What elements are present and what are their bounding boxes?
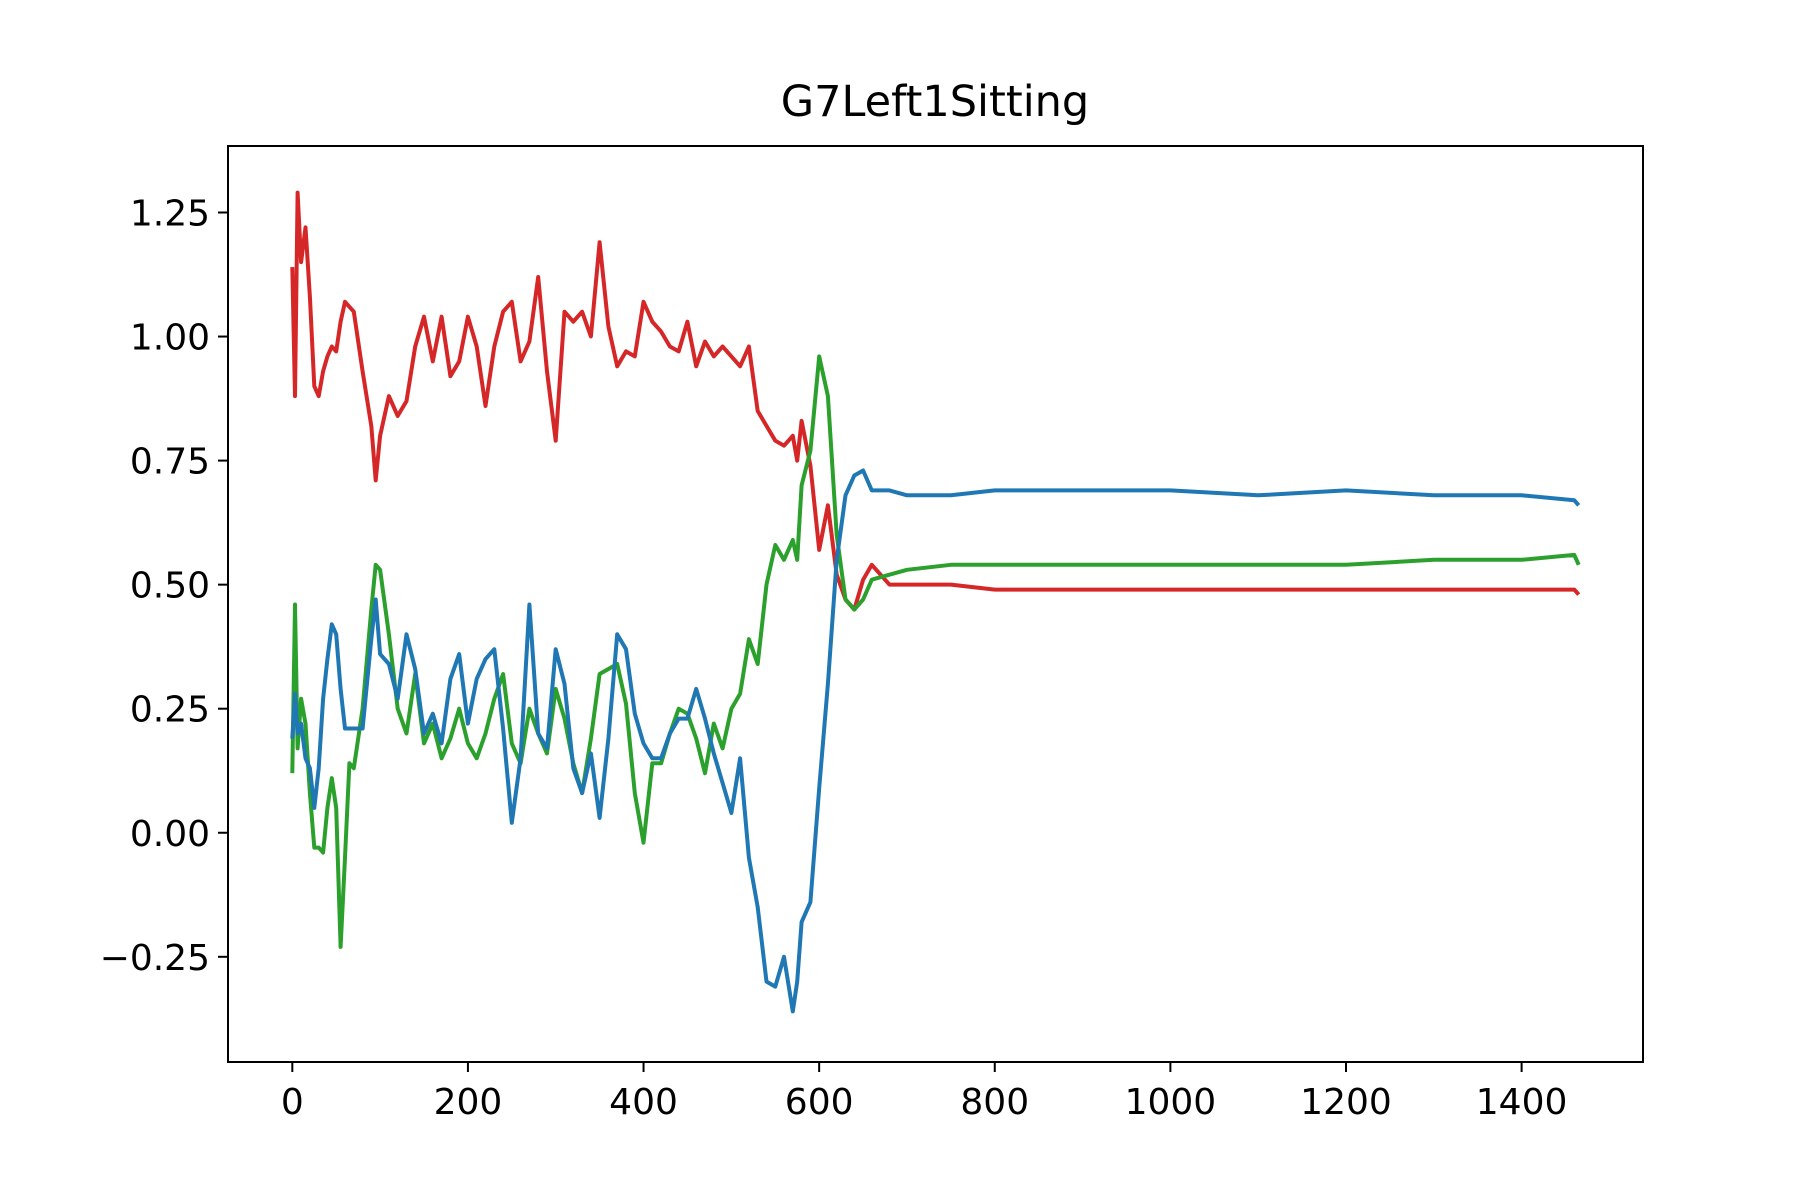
x-tick-label: 600 — [785, 1082, 854, 1123]
series-line — [290, 354, 1581, 949]
y-tick-label: 0.00 — [130, 814, 210, 855]
y-tick-label: 0.25 — [130, 690, 210, 731]
y-tick-label: 1.00 — [130, 318, 210, 359]
x-tick-label: 400 — [609, 1082, 678, 1123]
x-tick-label: 1400 — [1476, 1082, 1568, 1123]
chart-title: G7Left1Sitting — [781, 77, 1089, 127]
y-tick-label: 0.75 — [130, 442, 210, 483]
y-tick-label: 1.25 — [130, 193, 210, 234]
x-tick-label: 1000 — [1125, 1082, 1217, 1123]
x-tick-label: 1200 — [1300, 1082, 1392, 1123]
x-tick-label: 200 — [434, 1082, 503, 1123]
y-tick-label: −0.25 — [100, 938, 210, 979]
x-tick-label: 0 — [281, 1082, 304, 1123]
y-tick-label: 0.50 — [130, 566, 210, 607]
series-line — [290, 468, 1581, 1014]
x-tick-label: 800 — [960, 1082, 1029, 1123]
plot-frame — [227, 145, 1644, 1063]
